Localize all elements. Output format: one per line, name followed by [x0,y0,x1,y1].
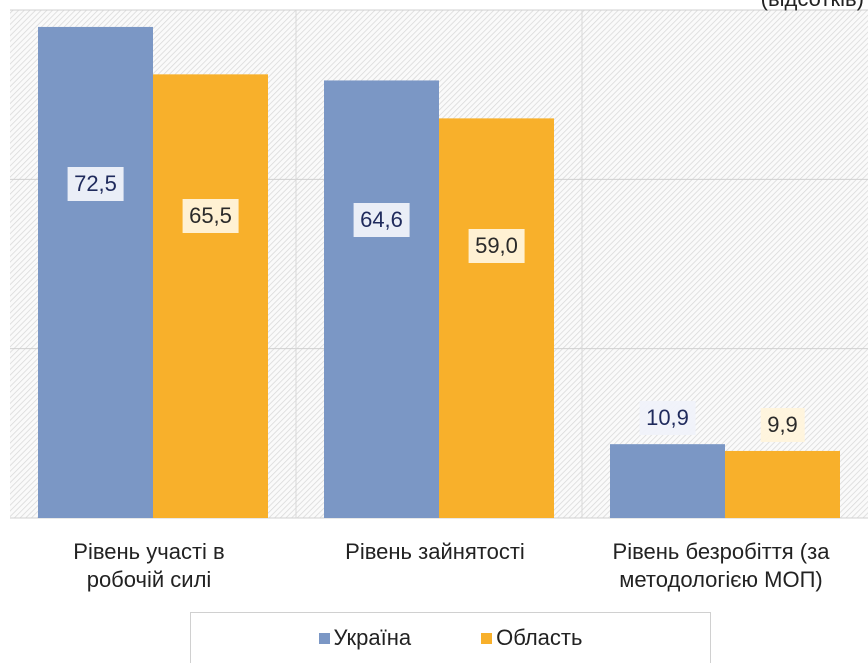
legend-swatch [481,632,493,644]
legend-swatch [318,632,330,644]
legend-label: Україна [333,625,412,650]
bar [153,74,268,518]
data-label: 10,9 [639,401,696,436]
data-label: 64,6 [353,203,410,238]
data-label: 72,5 [67,167,124,202]
legend: Україна Область [190,612,711,663]
data-label: 59,0 [468,229,525,264]
x-tick-label: Рівень участі в робочій силі [73,539,225,592]
bar [725,450,840,518]
x-tick-label: Рівень зайнятості [345,539,525,564]
legend-item: Україна [318,625,412,651]
data-label: 65,5 [182,199,239,234]
x-tick-label: Рівень безробіття (за методологією МОП) [612,539,830,592]
bar [324,80,439,519]
legend-label: Область [496,625,583,650]
legend-item: Область [481,625,582,651]
bar [439,118,554,518]
bar [610,444,725,518]
subtitle: (відсотків) [761,0,864,12]
bar [38,26,153,519]
data-label: 9,9 [760,407,805,442]
